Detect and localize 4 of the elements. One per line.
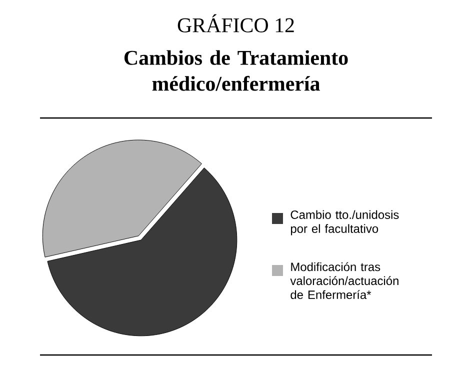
legend-label: Modificación tras valoración/actuación de Enfermería* bbox=[290, 262, 398, 300]
text: GRÁFICO 12 bbox=[178, 14, 294, 32]
chart-title: Cambios de Tratamiento médico/enfermería bbox=[124, 50, 348, 91]
legend-label: Cambio tto./unidosis por el facultativo bbox=[290, 210, 399, 236]
